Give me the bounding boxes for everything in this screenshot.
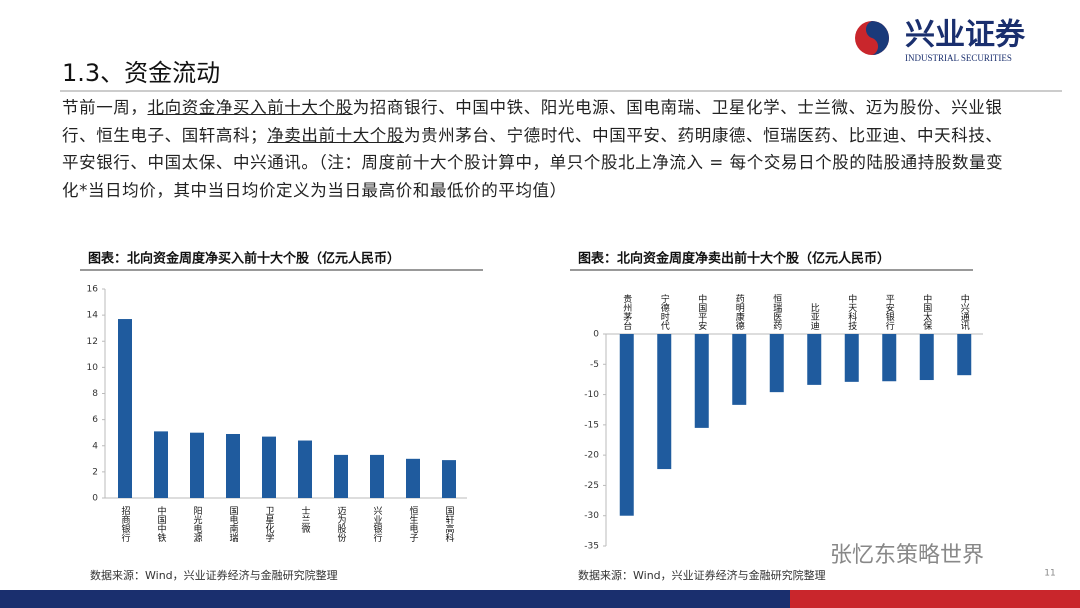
logo-en: INDUSTRIAL SECURITIES	[905, 53, 1012, 63]
paragraph: 节前一周，北向资金净买入前十大个股为招商银行、中国中铁、阳光电源、国电南瑞、卫星…	[62, 94, 1012, 204]
footer-bar-red	[790, 590, 1080, 608]
source-note: 数据来源：Wind，兴业证券经济与金融研究院整理	[578, 568, 826, 582]
bar	[919, 334, 934, 381]
chart-title: 图表：北向资金周度净买入前十大个股（亿元人民币）	[88, 251, 400, 267]
x-tick-label: 宁德时代	[659, 293, 670, 331]
x-tick-label: 国轩高科	[444, 506, 455, 543]
y-tick-label: 8	[92, 389, 98, 399]
page-number: 11	[1044, 569, 1055, 579]
x-tick-label: 阳光电源	[192, 506, 203, 543]
x-tick-label: 中兴通讯	[959, 293, 970, 331]
y-tick-label: -35	[584, 542, 599, 552]
bar	[406, 458, 420, 498]
bar	[298, 440, 312, 498]
y-tick-label: -5	[590, 360, 599, 370]
x-tick-label: 平安银行	[884, 294, 895, 331]
bar	[154, 431, 168, 498]
y-tick-label: -15	[584, 420, 599, 430]
bar	[882, 334, 897, 382]
x-tick-label: 中国平安	[696, 293, 707, 331]
paragraph-segment: 净卖出前十大个股	[267, 125, 405, 145]
y-tick-label: 12	[87, 337, 98, 347]
y-tick-label: 10	[87, 363, 99, 373]
x-tick-label: 药明康德	[734, 294, 745, 331]
y-tick-label: -20	[584, 451, 599, 461]
bar	[118, 319, 132, 498]
logo-text: 兴业证券	[905, 18, 1026, 53]
footer-bar	[0, 590, 790, 608]
bar	[732, 334, 747, 405]
bar	[619, 334, 634, 516]
bar	[370, 454, 384, 498]
y-tick-label: -10	[584, 390, 599, 400]
x-tick-label: 招商银行	[120, 505, 131, 543]
x-tick-label: 士兰微	[300, 505, 311, 534]
watermark: 张忆东策略世界	[830, 543, 984, 568]
logo-mark-part	[865, 21, 889, 55]
bar	[694, 334, 709, 428]
paragraph-segment: 北向资金净买入前十大个股	[147, 98, 353, 117]
x-tick-label: 卫星化学	[264, 506, 275, 542]
bar	[226, 433, 240, 498]
bar	[769, 334, 784, 393]
x-tick-label: 中天科技	[846, 293, 857, 331]
paragraph-segment: 节前一周，	[62, 98, 148, 117]
x-tick-label: 迈为股份	[336, 506, 347, 543]
bar	[807, 334, 822, 385]
x-tick-label: 兴业银行	[372, 506, 383, 543]
y-tick-label: 2	[92, 467, 98, 477]
slide-title: 1.3、资金流动	[62, 59, 220, 87]
x-tick-label: 中国中铁	[156, 505, 167, 543]
bar	[657, 334, 672, 470]
y-tick-label: -30	[584, 511, 599, 521]
bar	[262, 436, 276, 498]
y-tick-label: 4	[92, 441, 98, 451]
y-tick-label: 14	[87, 311, 99, 321]
x-tick-label: 国电南瑞	[228, 506, 239, 542]
y-tick-label: 0	[92, 494, 98, 504]
y-tick-label: 0	[593, 330, 599, 340]
bar	[442, 460, 456, 498]
x-tick-label: 恒生电子	[408, 505, 419, 542]
y-tick-label: -25	[584, 481, 599, 491]
y-tick-label: 16	[87, 285, 99, 295]
chart-title: 图表：北向资金周度净卖出前十大个股（亿元人民币）	[578, 251, 890, 267]
paragraph-segment: 为贵州茅台、宁德时代、中国平安、药明康德、恒瑞医药、比亚迪、中天科技、平安银行、…	[62, 125, 1004, 200]
x-tick-label: 恒瑞医药	[771, 293, 782, 331]
x-tick-label: 比亚迪	[809, 302, 820, 331]
bar	[844, 334, 859, 382]
paragraph-segment: 为招商银行、中国中铁、阳光电源、国电南瑞、卫星化学、士兰微、迈为股份、兴业银行、…	[62, 98, 1003, 145]
source-note: 数据来源：Wind，兴业证券经济与金融研究院整理	[90, 568, 338, 582]
bar	[334, 454, 348, 498]
x-tick-label: 贵州茅台	[621, 293, 632, 331]
bar	[190, 432, 204, 498]
y-tick-label: 6	[92, 415, 98, 425]
bar	[957, 334, 972, 376]
x-tick-label: 中国太保	[921, 293, 932, 331]
